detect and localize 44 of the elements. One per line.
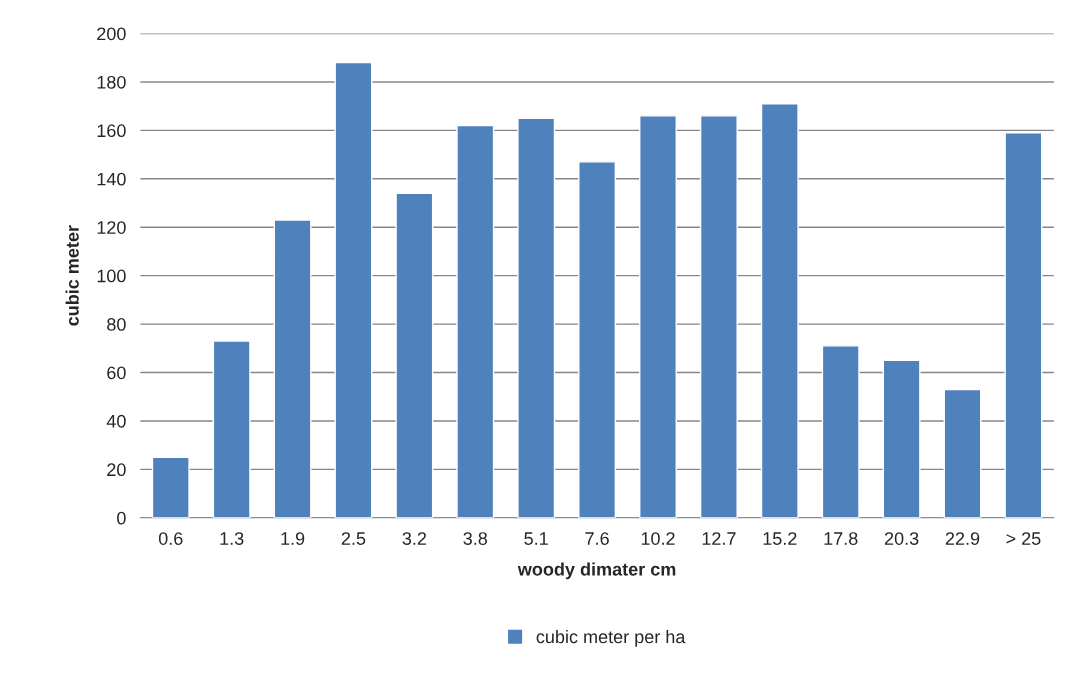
bar xyxy=(212,340,251,518)
y-tick-label: 120 xyxy=(97,221,126,234)
x-tick-label: 20.3 xyxy=(884,532,919,545)
legend-label: cubic meter per ha xyxy=(536,629,686,647)
y-tick-label: 140 xyxy=(97,172,126,186)
x-tick-label: 3.2 xyxy=(402,532,427,545)
bar xyxy=(699,115,738,518)
bar xyxy=(273,219,312,518)
x-tick-label: 12.7 xyxy=(702,532,736,545)
x-axis-title: woody dimater cm xyxy=(517,562,676,580)
x-tick-label: 2.5 xyxy=(341,532,366,545)
x-tick-label: 5.1 xyxy=(524,532,548,545)
y-tick-label: 100 xyxy=(97,269,126,283)
bar xyxy=(882,359,921,518)
x-tick-label: 7.6 xyxy=(585,532,609,545)
x-tick-label: > 25 xyxy=(1006,532,1041,545)
bar xyxy=(760,103,799,518)
x-tick-label: 17.8 xyxy=(824,532,858,545)
y-tick-label: 60 xyxy=(107,366,126,380)
y-tick-label: 160 xyxy=(97,124,126,138)
y-tick-label: 20 xyxy=(107,463,126,477)
x-tick-label: 1.3 xyxy=(220,532,244,545)
x-tick-label: 15.2 xyxy=(763,532,797,545)
bar xyxy=(395,192,434,518)
bar xyxy=(151,456,190,518)
x-tick-label: 3.8 xyxy=(463,532,488,545)
x-tick-label: 1.9 xyxy=(281,532,305,545)
y-axis-title: cubic meter xyxy=(65,225,79,326)
y-tick-label: 180 xyxy=(97,75,126,89)
y-tick-label: 80 xyxy=(107,318,126,331)
bar xyxy=(578,161,617,518)
x-tick-label: 0.6 xyxy=(158,532,183,545)
bar xyxy=(821,345,860,518)
x-tick-label: 10.2 xyxy=(641,532,675,545)
bar xyxy=(943,388,982,518)
bar xyxy=(334,61,373,518)
bar xyxy=(1004,132,1043,518)
bar xyxy=(456,124,495,518)
bar xyxy=(517,117,556,518)
y-tick-label: 0 xyxy=(117,511,126,525)
y-tick-label: 40 xyxy=(106,414,126,428)
x-tick-label: 22.9 xyxy=(945,532,980,545)
y-tick-label: 200 xyxy=(97,27,126,41)
bar xyxy=(639,115,677,518)
